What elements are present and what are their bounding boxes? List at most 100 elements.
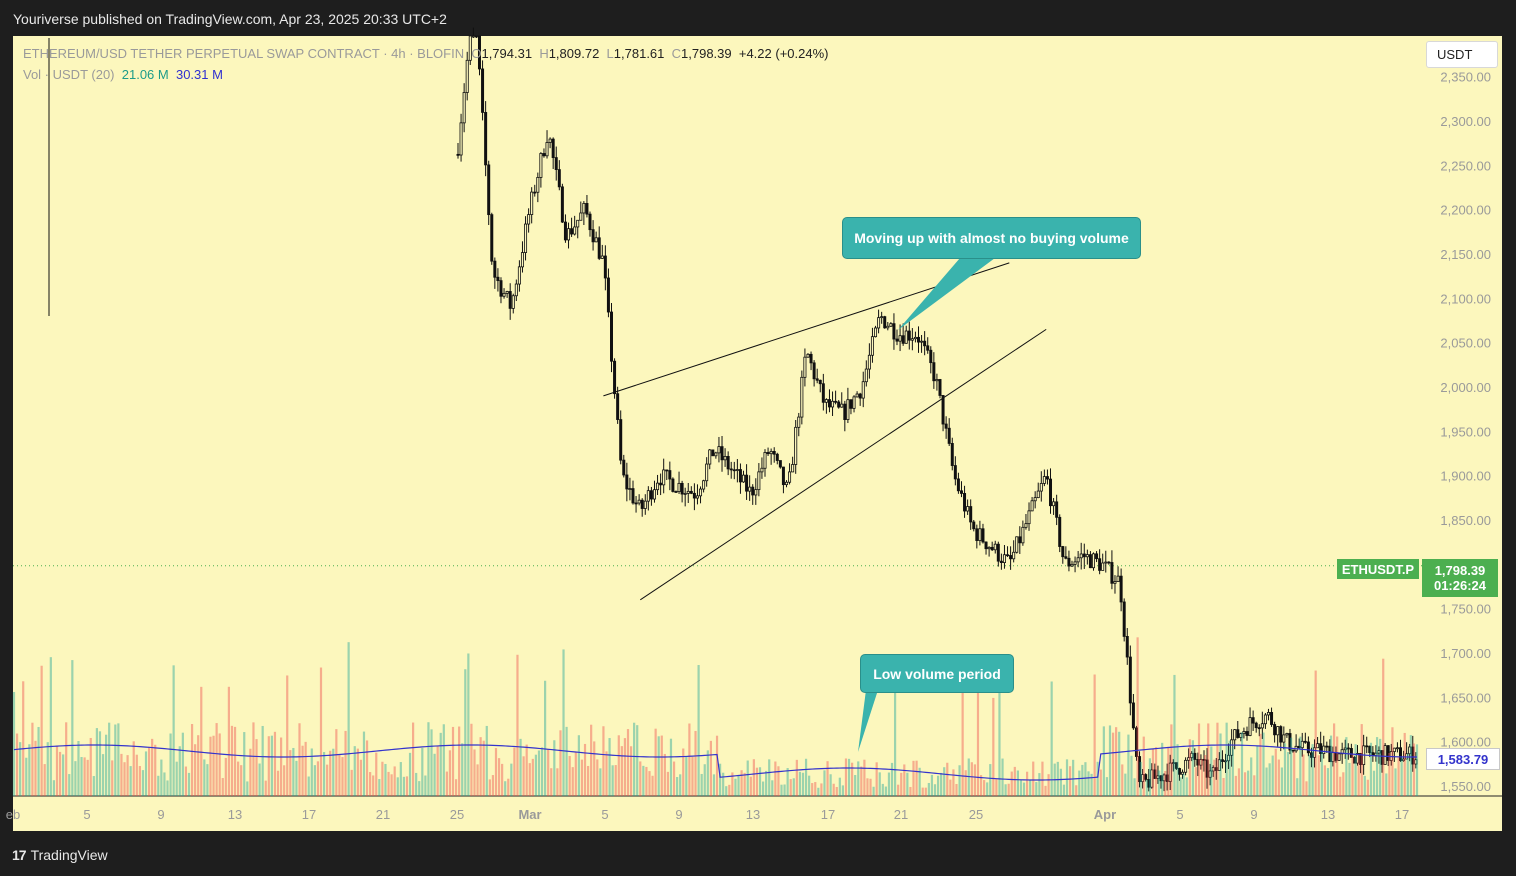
- volume-bar: [1078, 770, 1081, 796]
- volume-bar: [731, 772, 734, 796]
- candle-body: [772, 450, 776, 455]
- candle-body: [870, 336, 874, 356]
- volume-bar: [258, 763, 261, 796]
- y-tick-label: 1,850.00: [1440, 513, 1491, 528]
- volume-bar: [1231, 746, 1234, 796]
- candle-body: [1079, 553, 1083, 559]
- annotation-callout-bottom[interactable]: Low volume period: [860, 654, 1014, 693]
- volume-bar: [1170, 724, 1173, 796]
- volume-bar: [1354, 744, 1357, 796]
- volume-bar: [1081, 764, 1084, 796]
- tradingview-footer[interactable]: 17 TradingView: [12, 846, 108, 864]
- volume-ma-value: 30.31 M: [175, 67, 223, 82]
- volume-bar: [488, 779, 491, 796]
- candle-body: [1024, 523, 1028, 528]
- volume-bar: [157, 775, 160, 796]
- candle-body: [812, 362, 816, 380]
- candle-body: [1337, 753, 1341, 761]
- volume-bar: [494, 748, 498, 796]
- volume-label[interactable]: Vol · USDT (20): [23, 67, 115, 82]
- volume-bar: [777, 766, 780, 796]
- x-tick-label: Mar: [518, 807, 541, 822]
- candle-body: [1177, 768, 1181, 775]
- candle-body: [554, 157, 558, 170]
- volume-bar: [184, 766, 188, 796]
- y-tick-label: 1,750.00: [1440, 602, 1491, 617]
- volume-bar: [28, 744, 31, 796]
- volume-bar: [190, 724, 194, 796]
- volume-bar: [1142, 736, 1145, 796]
- candle-body: [1138, 756, 1142, 783]
- volume-bar: [936, 775, 940, 796]
- volume-bar: [402, 776, 405, 796]
- candle-body: [1091, 553, 1095, 569]
- volume-bar: [1351, 753, 1354, 796]
- volume-bar: [292, 747, 295, 796]
- volume-bar: [1375, 737, 1379, 796]
- volume-bar: [1234, 775, 1237, 796]
- chart-area[interactable]: [13, 36, 1502, 831]
- volume-bar: [940, 772, 943, 796]
- volume-bar: [1280, 767, 1284, 796]
- volume-bar: [755, 767, 759, 796]
- candle-body: [944, 423, 948, 429]
- candle-body: [861, 381, 865, 399]
- volume-bar: [516, 654, 519, 796]
- annotation-callout-top[interactable]: Moving up with almost no buying volume: [842, 217, 1141, 259]
- volume-bar: [1348, 762, 1351, 796]
- candle-body: [726, 455, 730, 470]
- volume-bar: [1406, 753, 1409, 796]
- currency-button[interactable]: USDT: [1426, 41, 1498, 68]
- volume-bar: [126, 755, 129, 796]
- candle-body: [803, 356, 807, 378]
- candle-body: [1159, 775, 1163, 782]
- candle-body: [702, 480, 706, 490]
- candle-body: [1309, 752, 1313, 758]
- volume-bar: [1065, 759, 1069, 796]
- candle-body: [585, 203, 589, 215]
- volume-bar: [1219, 733, 1222, 796]
- volume-bar: [679, 774, 682, 796]
- volume-bar: [952, 769, 955, 796]
- candle-body: [735, 469, 739, 471]
- candle-body: [1257, 727, 1261, 730]
- x-tick-label: 25: [450, 807, 464, 822]
- candle-body: [683, 492, 687, 495]
- publish-text: Youriverse published on TradingView.com,…: [13, 11, 447, 27]
- volume-bar: [1210, 746, 1213, 796]
- candle-body: [729, 468, 733, 471]
- candle-body: [1134, 727, 1138, 757]
- candle-body: [723, 455, 727, 461]
- candle-body: [990, 546, 994, 551]
- candle-body: [1101, 562, 1105, 571]
- candle-body: [1128, 656, 1132, 704]
- volume-bar: [424, 775, 427, 796]
- volume-bar: [1293, 751, 1296, 796]
- symbol-title[interactable]: ETHEREUM/USD TETHER PERPETUAL SWAP CONTR…: [23, 46, 465, 61]
- x-tick-label: 13: [228, 807, 242, 822]
- volume-bar: [1228, 740, 1231, 796]
- candle-body: [1131, 702, 1135, 729]
- volume-bar: [1247, 770, 1250, 796]
- volume-bar: [169, 733, 172, 796]
- volume-bar: [927, 782, 930, 796]
- volume-bar: [583, 743, 587, 796]
- volume-bar: [1068, 766, 1072, 796]
- candle-body: [1285, 733, 1289, 736]
- candle-body: [686, 490, 690, 494]
- candle-body: [781, 466, 785, 486]
- volume-bar: [22, 681, 25, 796]
- volume-bar: [1394, 768, 1397, 796]
- volume-bar: [740, 770, 743, 796]
- volume-bar: [1035, 782, 1038, 796]
- volume-bar: [433, 753, 436, 796]
- candle-body: [591, 229, 595, 243]
- volume-bar: [814, 782, 817, 796]
- volume-bar: [565, 726, 568, 796]
- volume-bar: [1075, 785, 1078, 796]
- volume-bar: [510, 763, 513, 796]
- candle-body: [1408, 746, 1412, 755]
- volume-bar: [1311, 744, 1314, 796]
- y-tick-label: 1,900.00: [1440, 469, 1491, 484]
